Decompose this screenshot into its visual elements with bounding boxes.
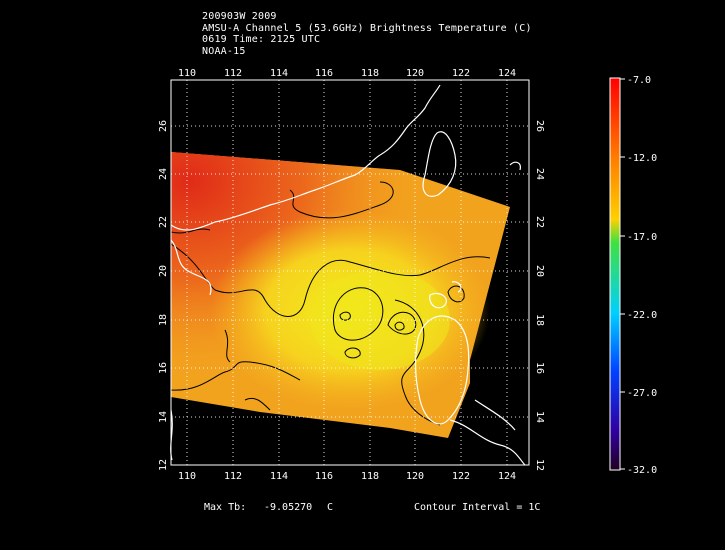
lon-tick: 114 <box>270 471 288 482</box>
lon-tick: 122 <box>452 471 470 482</box>
lon-labels-bottom: 110 112 114 116 118 120 122 124 <box>178 471 516 482</box>
contour-interval: Contour Interval = 1C <box>414 502 541 513</box>
lat-labels-right: 12 14 16 18 20 22 24 26 <box>534 120 545 471</box>
lon-tick: 118 <box>361 68 379 79</box>
lat-tick: 22 <box>534 216 545 228</box>
colorbar-label: -17.0 <box>627 232 657 243</box>
colorbar-label: -12.0 <box>627 153 657 164</box>
title-channel: AMSU-A Channel 5 (53.6GHz) Brightness Te… <box>202 22 532 34</box>
lon-labels-top: 110 112 114 116 118 120 122 124 <box>178 68 516 79</box>
lon-tick: 124 <box>498 68 516 79</box>
lat-tick: 18 <box>534 314 545 326</box>
lat-tick: 12 <box>534 459 545 471</box>
title-storm-id: 200903W 2009 <box>202 11 277 22</box>
lon-tick: 112 <box>224 471 242 482</box>
lat-tick: 20 <box>158 265 169 277</box>
colorbar-label: -32.0 <box>627 465 657 476</box>
lon-tick: 116 <box>315 68 333 79</box>
lat-tick: 22 <box>158 216 169 228</box>
gridlines <box>171 80 529 465</box>
title-time: 0619 Time: 2125 UTC <box>202 34 321 45</box>
colorbar: -7.0 -12.0 -17.0 -22.0 -27.0 -32.0 <box>609 75 657 476</box>
colorbar-label: -27.0 <box>627 388 657 399</box>
lat-tick: 26 <box>158 120 169 132</box>
lon-tick: 116 <box>315 471 333 482</box>
lat-tick: 14 <box>534 411 545 423</box>
lat-tick: 14 <box>158 411 169 423</box>
lon-tick: 118 <box>361 471 379 482</box>
brightness-swath <box>171 152 510 438</box>
lon-tick: 120 <box>406 68 424 79</box>
lat-tick: 24 <box>534 168 545 180</box>
max-tb-label: Max Tb: <box>204 502 247 513</box>
title-satellite: NOAA-15 <box>202 45 246 57</box>
lat-tick: 16 <box>158 362 169 374</box>
lon-tick: 114 <box>270 68 288 79</box>
lon-tick: 112 <box>224 68 242 79</box>
map-title: 200903W 2009 AMSU-A Channel 5 (53.6GHz) … <box>202 11 532 57</box>
lat-labels-left: 12 14 16 18 20 22 24 26 <box>158 120 169 471</box>
colorbar-gradient <box>609 77 621 471</box>
colorbar-label: -7.0 <box>627 75 651 86</box>
lat-tick: 24 <box>158 168 169 180</box>
map-frame <box>170 79 530 466</box>
lat-tick: 16 <box>534 362 545 374</box>
max-tb-value: -9.05270 <box>264 502 313 513</box>
lon-tick: 122 <box>452 68 470 79</box>
lat-tick: 20 <box>534 265 545 277</box>
lat-tick: 18 <box>158 314 169 326</box>
lon-tick: 120 <box>406 471 424 482</box>
lon-tick: 110 <box>178 68 196 79</box>
lat-tick: 12 <box>158 459 169 471</box>
lon-tick: 110 <box>178 471 196 482</box>
lon-tick: 124 <box>498 471 516 482</box>
max-tb-unit: C <box>327 502 334 513</box>
lat-tick: 26 <box>534 120 545 132</box>
colorbar-label: -22.0 <box>627 310 657 321</box>
